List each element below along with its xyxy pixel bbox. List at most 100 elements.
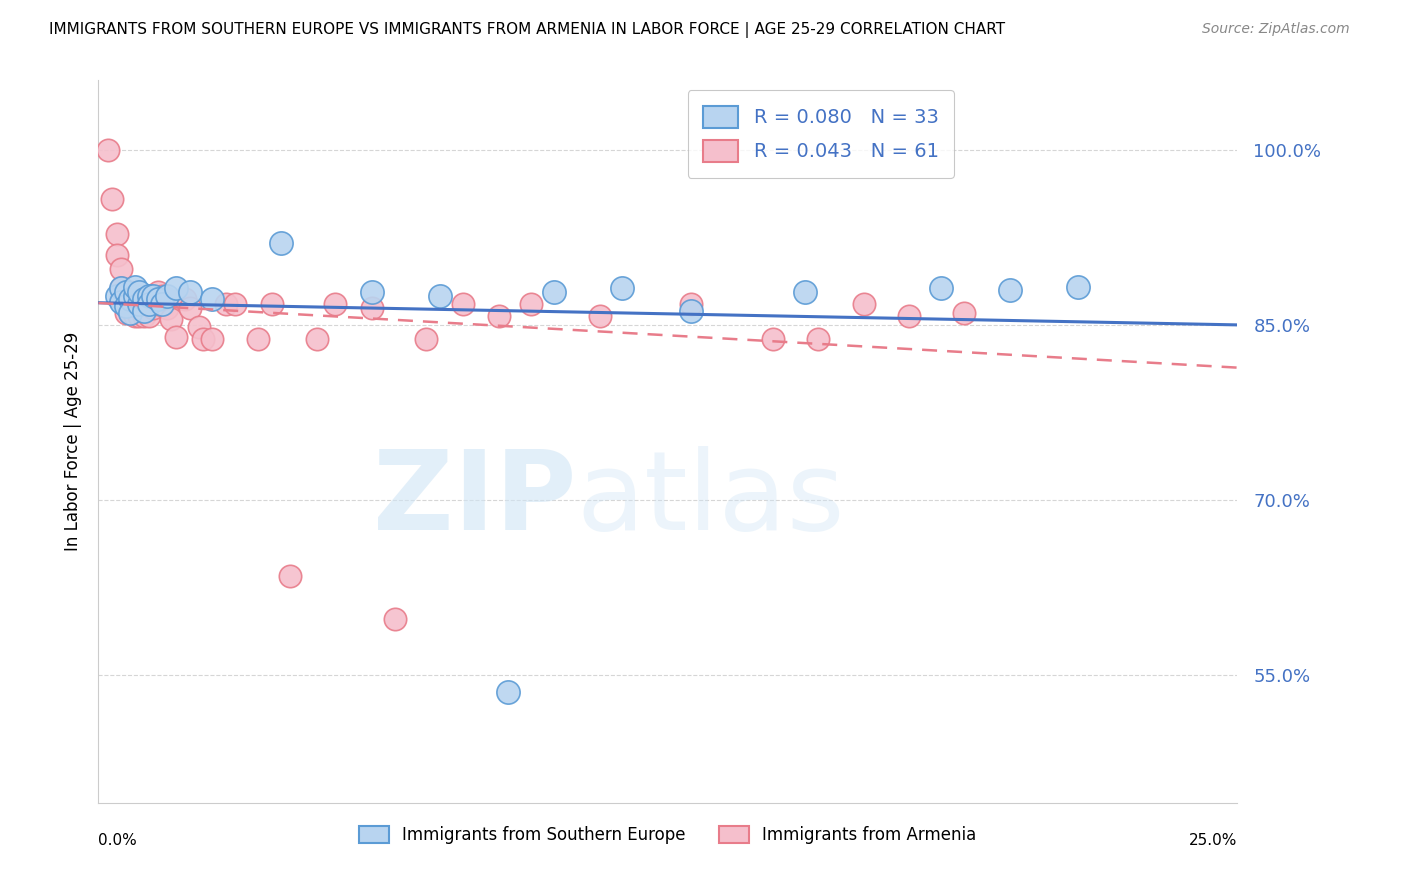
Point [120, 306, 142, 320]
Point [114, 299, 136, 313]
Point [138, 289, 160, 303]
Text: Source: ZipAtlas.com: Source: ZipAtlas.com [1202, 22, 1350, 37]
Point [132, 301, 155, 315]
Text: 25.0%: 25.0% [1189, 833, 1237, 848]
Point [128, 285, 150, 300]
Point [110, 294, 132, 309]
Point [215, 297, 238, 311]
Point [953, 306, 976, 320]
Point [124, 279, 146, 293]
Point [120, 293, 142, 307]
Point [179, 285, 201, 300]
Text: atlas: atlas [576, 446, 845, 553]
Text: ZIP: ZIP [374, 446, 576, 553]
Point [146, 285, 169, 300]
Point [179, 301, 201, 315]
Point [384, 612, 406, 626]
Point [488, 309, 510, 323]
Point [120, 297, 142, 311]
Point [150, 289, 173, 303]
Point [998, 283, 1021, 297]
Point [451, 297, 474, 311]
Point [852, 297, 875, 311]
Point [138, 309, 160, 323]
Point [246, 332, 269, 346]
Point [898, 309, 921, 323]
Point [498, 685, 520, 699]
Point [124, 309, 146, 323]
Point [612, 281, 634, 295]
Point [193, 332, 215, 346]
Point [110, 281, 132, 295]
Point [224, 297, 246, 311]
Point [270, 236, 292, 251]
Point [174, 293, 197, 307]
Point [142, 301, 165, 315]
Point [793, 285, 815, 300]
Point [201, 293, 224, 307]
Point [138, 297, 160, 311]
Point [360, 301, 382, 315]
Point [588, 309, 610, 323]
Point [120, 306, 142, 320]
Point [415, 332, 437, 346]
Point [124, 297, 146, 311]
Point [114, 285, 136, 300]
Point [679, 297, 702, 311]
Point [128, 297, 150, 311]
Point [278, 568, 301, 582]
Point [165, 329, 187, 343]
Point [105, 289, 128, 303]
Point [124, 289, 146, 303]
Point [156, 301, 179, 315]
Point [114, 289, 136, 303]
Text: IMMIGRANTS FROM SOUTHERN EUROPE VS IMMIGRANTS FROM ARMENIA IN LABOR FORCE | AGE : IMMIGRANTS FROM SOUTHERN EUROPE VS IMMIG… [49, 22, 1005, 38]
Point [110, 262, 132, 277]
Point [360, 285, 382, 300]
Point [105, 248, 128, 262]
Point [187, 320, 209, 334]
Point [160, 312, 183, 326]
Point [146, 297, 169, 311]
Point [124, 304, 146, 318]
Point [543, 285, 565, 300]
Point [101, 192, 124, 206]
Point [120, 285, 142, 300]
Text: 0.0%: 0.0% [98, 833, 138, 848]
Point [520, 297, 543, 311]
Point [128, 309, 150, 323]
Legend: Immigrants from Southern Europe, Immigrants from Armenia: Immigrants from Southern Europe, Immigra… [350, 817, 986, 852]
Point [132, 304, 155, 318]
Point [156, 293, 179, 307]
Point [110, 293, 132, 307]
Point [307, 332, 329, 346]
Point [150, 297, 173, 311]
Point [142, 293, 165, 307]
Point [138, 289, 160, 303]
Point [762, 332, 785, 346]
Point [429, 289, 451, 303]
Point [96, 143, 118, 157]
Point [201, 332, 224, 346]
Point [128, 297, 150, 311]
Point [128, 289, 150, 303]
Point [323, 297, 346, 311]
Point [150, 297, 173, 311]
Point [679, 304, 702, 318]
Point [807, 332, 830, 346]
Point [124, 289, 146, 303]
Point [146, 293, 169, 307]
Point [110, 281, 132, 295]
Point [142, 289, 165, 303]
Point [165, 281, 187, 295]
Point [929, 281, 952, 295]
Point [138, 297, 160, 311]
Point [114, 297, 136, 311]
Point [1067, 279, 1090, 293]
Point [132, 309, 155, 323]
Point [132, 293, 155, 307]
Point [156, 289, 179, 303]
Point [105, 227, 128, 241]
Point [132, 293, 155, 307]
Y-axis label: In Labor Force | Age 25-29: In Labor Force | Age 25-29 [63, 332, 82, 551]
